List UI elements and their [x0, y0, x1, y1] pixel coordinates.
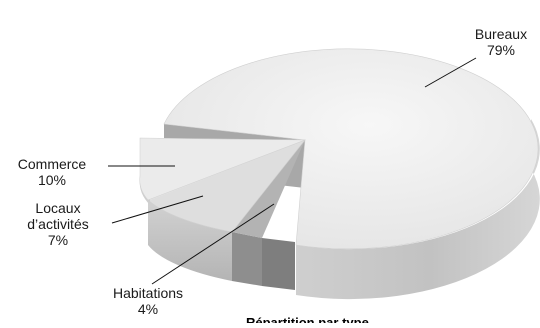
category-label-locaux-line2: d’activités: [27, 216, 89, 232]
data-label-habitations: Habitations 4%: [98, 285, 198, 317]
slice-bureaux: [163, 48, 539, 250]
slice-side-locaux: [148, 200, 232, 281]
value-label-commerce: 10%: [37, 172, 67, 188]
category-label-locaux-line1: Locaux: [35, 200, 81, 216]
chart-caption-partial: Répartition par type: [246, 315, 369, 323]
category-label-bureaux: Bureaux: [474, 26, 528, 42]
data-label-locaux: Locaux d’activités 7%: [8, 200, 108, 248]
slice-habitations: [232, 140, 305, 238]
slice-side-habitations: [232, 232, 262, 286]
leader-locaux: [111, 195, 204, 224]
slice-side-bureaux-rim: [296, 119, 540, 300]
leader-bureaux: [424, 57, 477, 88]
leader-habitations: [151, 203, 275, 285]
value-label-bureaux: 79%: [486, 42, 516, 58]
slice-locaux: [147, 139, 306, 233]
value-label-habitations: 4%: [137, 301, 159, 317]
slice-side-habitations-2: [262, 238, 295, 290]
data-label-commerce: Commerce 10%: [2, 156, 102, 188]
data-label-bureaux: Bureaux 79%: [466, 26, 536, 58]
slice-commerce: [139, 137, 306, 201]
value-label-locaux: 7%: [47, 232, 69, 248]
category-label-habitations: Habitations: [112, 285, 184, 301]
category-label-commerce: Commerce: [17, 156, 87, 172]
